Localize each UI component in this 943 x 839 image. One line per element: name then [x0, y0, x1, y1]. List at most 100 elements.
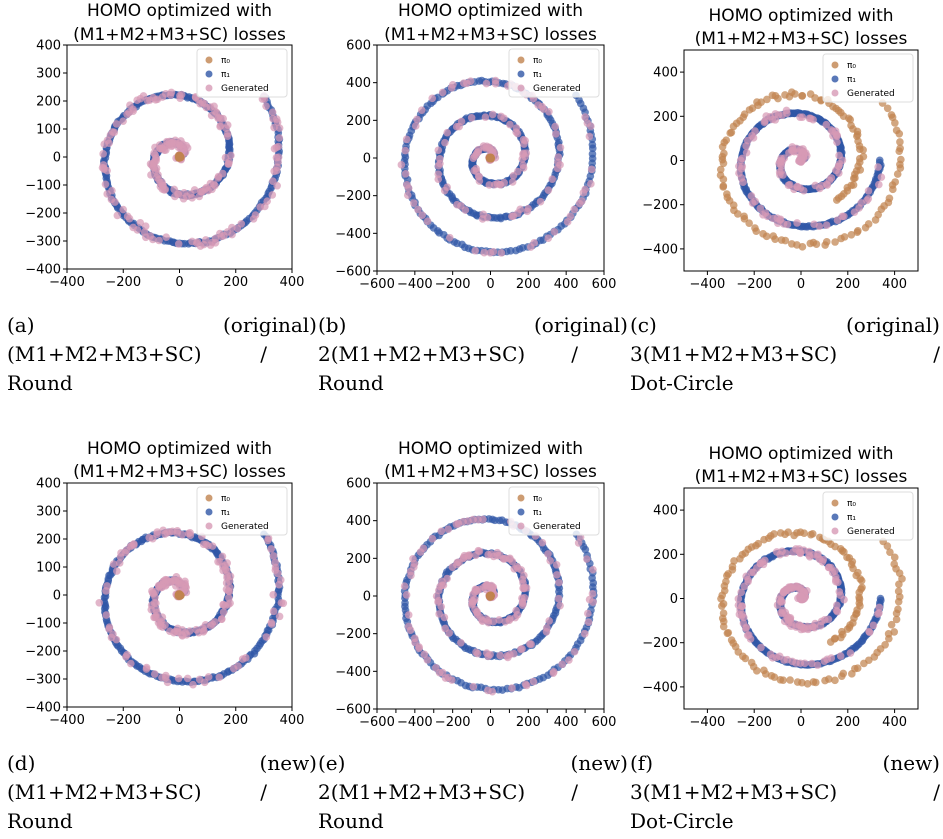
- panel-title-line: HOMO optimized with: [708, 444, 893, 464]
- y-tick-label: 100: [36, 123, 61, 138]
- caption-slash: /: [933, 342, 940, 366]
- scatter-points: [400, 515, 598, 696]
- y-tick-label: 0: [670, 592, 678, 607]
- generated-point: [497, 249, 506, 257]
- y-tick-label: −400: [335, 227, 371, 242]
- caption-shape: Dot-Circle: [630, 809, 734, 833]
- generated-point: [508, 684, 516, 692]
- generated-point: [448, 563, 457, 571]
- generated-point: [877, 173, 886, 181]
- generated-point: [224, 600, 233, 609]
- subfigure-caption: (b) (original) 2(M1+M2+M3+SC) / Round: [318, 311, 628, 401]
- generated-point: [251, 211, 260, 219]
- generated-point: [495, 616, 503, 624]
- generated-point: [151, 593, 159, 601]
- generated-point: [558, 660, 567, 669]
- pi1-point: [588, 140, 597, 149]
- generated-point: [444, 525, 453, 533]
- pi0-point: [894, 605, 902, 614]
- legend-label: Generated: [847, 89, 895, 99]
- pi0-point: [781, 236, 790, 245]
- y-tick-label: −100: [25, 179, 61, 194]
- caption-shape: Dot-Circle: [630, 371, 734, 395]
- generated-point: [799, 186, 808, 195]
- generated-point: [423, 217, 432, 226]
- generated-point: [468, 599, 477, 608]
- legend-marker: [831, 75, 839, 83]
- y-tick-label: 200: [346, 552, 371, 567]
- pi0-point: [176, 153, 184, 162]
- generated-point: [108, 186, 116, 195]
- x-tick-label: 0: [175, 275, 183, 290]
- generated-point: [864, 194, 873, 203]
- generated-point: [800, 659, 809, 668]
- pi0-point: [887, 620, 896, 629]
- generated-point: [402, 135, 411, 144]
- generated-point: [113, 211, 122, 220]
- generated-point: [415, 644, 423, 653]
- generated-point: [815, 222, 824, 230]
- generated-point: [127, 659, 135, 668]
- legend-marker: [831, 89, 839, 97]
- generated-point: [214, 557, 222, 566]
- caption-label: (d): [7, 751, 36, 775]
- generated-point: [756, 204, 765, 213]
- generated-point: [271, 558, 279, 567]
- generated-point: [496, 651, 504, 660]
- x-tick-label: −200: [105, 275, 141, 290]
- x-tick-label: 600: [592, 715, 617, 730]
- x-tick-label: 0: [175, 713, 183, 728]
- generated-point: [414, 205, 422, 214]
- legend-label: π₁: [847, 513, 856, 523]
- generated-point: [174, 240, 183, 248]
- generated-point: [225, 594, 233, 602]
- generated-point: [806, 114, 815, 123]
- caption-tag: (new): [259, 751, 317, 775]
- generated-point: [581, 185, 589, 194]
- generated-point: [242, 653, 250, 662]
- generated-point: [583, 555, 591, 563]
- legend-marker: [831, 513, 839, 521]
- generated-point: [510, 564, 519, 573]
- generated-point: [544, 550, 552, 558]
- generated-point: [480, 248, 489, 257]
- panel-title-line: (M1+M2+M3+SC) losses: [73, 462, 286, 482]
- generated-point: [522, 681, 531, 690]
- y-tick-label: 100: [36, 561, 61, 576]
- generated-point: [874, 163, 882, 171]
- legend-label: Generated: [533, 84, 581, 94]
- x-tick-label: 0: [486, 715, 494, 730]
- y-tick-label: −600: [335, 265, 371, 280]
- generated-point: [578, 197, 586, 205]
- legend-marker: [517, 84, 525, 92]
- generated-point: [423, 656, 432, 664]
- generated-point: [840, 212, 848, 221]
- generated-point: [835, 151, 843, 160]
- y-tick-label: 0: [670, 154, 678, 169]
- legend-marker: [205, 84, 213, 92]
- generated-point: [401, 146, 410, 155]
- generated-point: [199, 540, 208, 549]
- generated-point: [469, 154, 478, 163]
- x-tick-label: 0: [797, 277, 805, 292]
- caption-loss: 3(M1+M2+M3+SC): [630, 780, 838, 804]
- legend-marker: [205, 70, 213, 78]
- x-tick-label: −200: [736, 277, 772, 292]
- generated-point: [215, 673, 224, 682]
- y-tick-label: −200: [335, 189, 371, 204]
- generated-point: [510, 649, 518, 658]
- subfigure-caption: (f) (new) 3(M1+M2+M3+SC) / Dot-Circle: [630, 749, 940, 839]
- pi0-point: [811, 678, 820, 687]
- generated-point: [742, 148, 751, 157]
- generated-point: [544, 234, 553, 242]
- x-tick-label: −400: [49, 713, 85, 728]
- generated-point: [141, 222, 150, 231]
- generated-point: [524, 204, 533, 213]
- legend-label: Generated: [533, 522, 581, 532]
- generated-point: [200, 678, 209, 687]
- scatter-points: [717, 528, 906, 688]
- legend-label: π₀: [533, 56, 542, 66]
- caption-tag: (original): [222, 313, 317, 337]
- x-tick-label: 200: [835, 277, 860, 292]
